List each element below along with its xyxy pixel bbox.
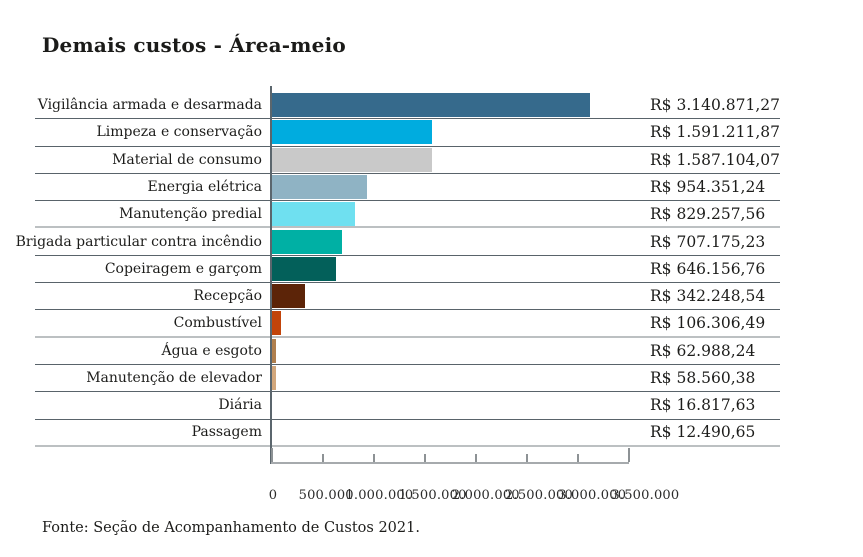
bar-zone bbox=[270, 119, 433, 145]
bar-zone bbox=[270, 310, 281, 336]
chart-row: Água e esgoto R$ 62.988,24 bbox=[35, 338, 780, 365]
category-label: Limpeza e conservação bbox=[96, 124, 262, 141]
category-label: Copeiragem e garçom bbox=[104, 260, 262, 277]
bar-zone bbox=[270, 228, 343, 254]
value-label: R$ 62.988,24 bbox=[650, 341, 756, 360]
bar bbox=[270, 338, 277, 363]
chart-row: Material de consumo R$ 1.587.104,07 bbox=[35, 147, 780, 174]
x-axis-tick-label: 1.000.000 bbox=[345, 488, 414, 503]
chart-row: Energia elétrica R$ 954.351,24 bbox=[35, 174, 780, 202]
category-label: Diária bbox=[218, 397, 262, 414]
category-label: Passagem bbox=[191, 424, 262, 441]
chart-row: Vigilância armada e desarmada R$ 3.140.87… bbox=[35, 92, 780, 120]
bar-zone bbox=[270, 338, 277, 364]
category-label: Manutenção de elevador bbox=[86, 370, 262, 387]
category-label: Brigada particular contra incêndio bbox=[15, 233, 262, 250]
category-label: Material de consumo bbox=[112, 151, 262, 168]
x-axis-tick-label: 3.000.000 bbox=[558, 488, 627, 503]
chart-row: Combustível R$ 106.306,49 bbox=[35, 310, 780, 338]
x-axis-tick bbox=[271, 448, 273, 462]
bar bbox=[270, 284, 305, 309]
value-label: R$ 707.175,23 bbox=[650, 232, 766, 251]
bar bbox=[270, 366, 276, 391]
bar bbox=[270, 311, 281, 336]
value-label: R$ 1.587.104,07 bbox=[650, 150, 780, 169]
chart-row: Brigada particular contra incêndio R$ 707… bbox=[15, 228, 780, 256]
value-label: R$ 16.817,63 bbox=[650, 396, 756, 415]
x-axis-ruler bbox=[271, 448, 630, 464]
x-axis-tick bbox=[322, 454, 324, 462]
value-label: R$ 829.257,56 bbox=[650, 204, 766, 223]
chart-title: Demais custos - Área-meio bbox=[42, 33, 346, 57]
x-axis-tick bbox=[526, 454, 528, 462]
x-axis-tick bbox=[424, 454, 426, 462]
chart-row: Copeiragem e garçom R$ 646.156,76 bbox=[35, 256, 780, 284]
bar bbox=[270, 256, 336, 281]
bar-zone bbox=[270, 174, 368, 200]
x-axis-tick bbox=[577, 454, 579, 462]
category-label: Recepção bbox=[193, 288, 262, 305]
value-label: R$ 1.591.211,87 bbox=[650, 123, 780, 142]
source-note: Fonte: Seção de Acompanhamento de Custos… bbox=[42, 520, 420, 536]
bar-zone bbox=[270, 147, 432, 173]
category-label: Manutenção predial bbox=[119, 205, 262, 222]
value-label: R$ 106.306,49 bbox=[650, 314, 766, 333]
chart-row: Manutenção predial R$ 829.257,56 bbox=[35, 201, 780, 229]
x-axis-tick-label: 2.000.000 bbox=[451, 488, 520, 503]
x-axis-tick bbox=[373, 454, 375, 462]
x-axis-tick-label: 1.500.000 bbox=[398, 488, 467, 503]
x-axis-tick-label: 500.000 bbox=[298, 488, 354, 503]
bar-zone bbox=[270, 256, 336, 282]
bar-zone bbox=[270, 365, 276, 391]
bar bbox=[270, 229, 343, 254]
chart-row: Limpeza e conservação R$ 1.591.211,87 bbox=[35, 119, 780, 147]
bar bbox=[270, 93, 591, 118]
chart-row: Recepção R$ 342.248,54 bbox=[35, 283, 780, 311]
bar-zone bbox=[270, 92, 591, 118]
category-label: Energia elétrica bbox=[147, 179, 262, 196]
chart-row: Diária R$ 16.817,63 bbox=[35, 392, 780, 420]
bar-zone bbox=[270, 283, 305, 309]
value-label: R$ 3.140.871,27 bbox=[650, 96, 780, 115]
bar bbox=[270, 120, 433, 145]
category-label: Combustível bbox=[173, 315, 262, 332]
value-label: R$ 58.560,38 bbox=[650, 369, 756, 388]
x-axis-tick-label: 3.500.000 bbox=[611, 488, 680, 503]
x-axis-tick bbox=[475, 454, 477, 462]
value-label: R$ 12.490,65 bbox=[650, 423, 756, 442]
chart-row: Manutenção de elevador R$ 58.560,38 bbox=[35, 365, 780, 393]
x-axis-tick-label: 0 bbox=[268, 488, 278, 503]
value-label: R$ 342.248,54 bbox=[650, 287, 766, 306]
y-axis-line bbox=[270, 86, 272, 464]
bar-zone bbox=[270, 201, 355, 226]
bar bbox=[270, 175, 368, 200]
bar bbox=[270, 147, 432, 172]
value-label: R$ 954.351,24 bbox=[650, 178, 766, 197]
category-label: Vigilância armada e desarmada bbox=[37, 97, 262, 114]
x-axis-tick bbox=[628, 448, 630, 462]
value-label: R$ 646.156,76 bbox=[650, 259, 766, 278]
x-axis-tick-labels: 0 500.000 1.000.000 1.500.000 2.000.000 2.500… bbox=[268, 488, 691, 504]
chart-row: Passagem R$ 12.490,65 bbox=[35, 420, 780, 447]
bar bbox=[270, 201, 355, 226]
x-axis-tick-label: 2.500.000 bbox=[505, 488, 573, 503]
category-label: Água e esgoto bbox=[161, 342, 262, 359]
bar-chart-rows: Vigilância armada e desarmada R$ 3.140.87… bbox=[15, 92, 780, 447]
